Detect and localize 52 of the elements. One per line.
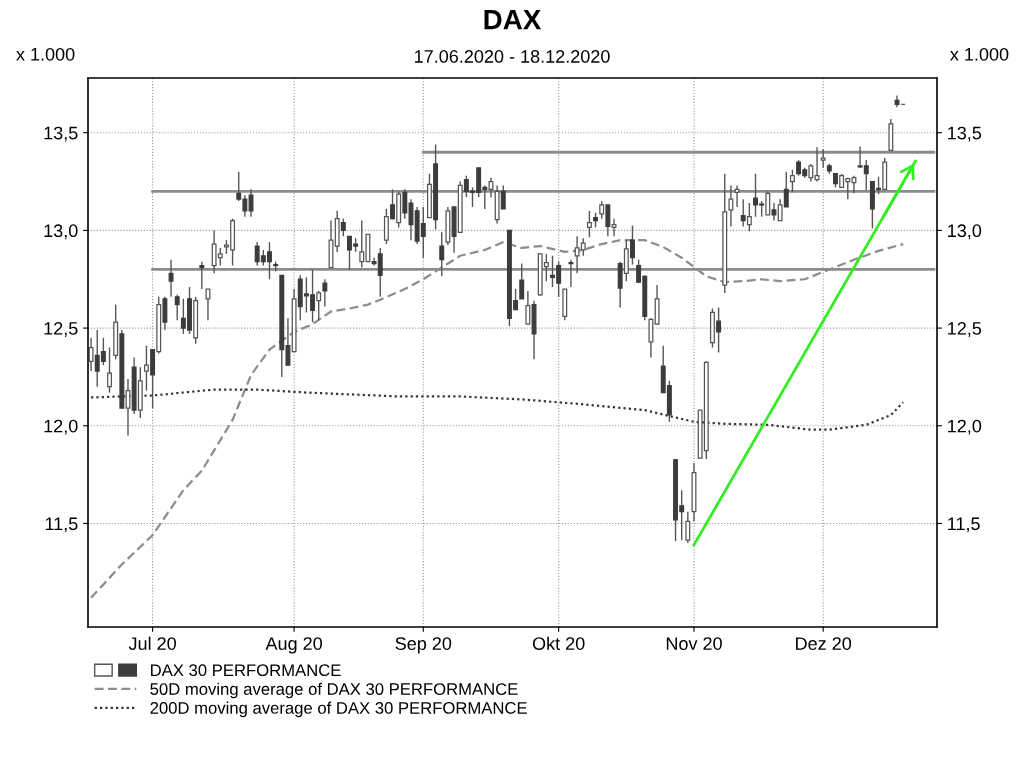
candlestick (525, 290, 531, 325)
candlestick (316, 290, 322, 321)
y2-tick-label: 13,0 (948, 224, 982, 240)
candlestick (199, 260, 205, 290)
legend-label: 200D moving average of DAX 30 PERFORMANCE (150, 701, 527, 718)
candlestick (777, 198, 783, 222)
candlestick (746, 202, 752, 233)
y-tick-label: 13,5 (44, 126, 78, 142)
x-tick-label: Dez 20 (796, 637, 852, 650)
candlestick (174, 294, 180, 321)
candlestick (685, 511, 691, 544)
candlestick (439, 231, 445, 277)
candlestick (125, 378, 131, 437)
candlestick (789, 169, 795, 193)
candlestick (728, 184, 734, 228)
legend-label: 50D moving average of DAX 30 PERFORMANCE (150, 682, 518, 699)
chart-title: DAX (484, 10, 542, 30)
x-tick-label: Aug 20 (265, 637, 323, 654)
legend-label: DAX 30 PERFORMANCE (151, 664, 341, 677)
x-tick-label: Sep 20 (395, 637, 452, 654)
y2-tick-label: 11,5 (948, 517, 980, 533)
candlestick (820, 148, 826, 169)
candlestick (205, 288, 211, 321)
y2-tick-label: 12,5 (948, 322, 982, 337)
candlestick (568, 259, 574, 288)
candlestick (248, 188, 254, 218)
candlestick (814, 146, 820, 183)
y-tick-label: 13,0 (44, 224, 78, 240)
x-tick-label: Nov 20 (666, 637, 722, 650)
candlestick (488, 176, 494, 198)
candlestick (88, 337, 94, 372)
y-axis-title: x 1.000 (16, 47, 75, 61)
y2-tick-label: 13,5 (948, 126, 982, 142)
y2-tick-label: 12,0 (948, 419, 982, 435)
y-tick-label: 12,0 (44, 419, 78, 435)
candlestick (322, 278, 328, 308)
x-tick-label: Jul 20 (128, 636, 176, 650)
y2-axis-title: x 1.000 (950, 47, 1009, 61)
x-tick-label: Okt 20 (532, 636, 585, 650)
candlestick (383, 208, 389, 245)
candlestick (143, 344, 149, 392)
candlestick (107, 346, 113, 394)
candlestick (611, 217, 617, 237)
candlestick (519, 262, 525, 300)
candlestick (586, 210, 592, 238)
candlestick (648, 317, 654, 359)
candlestick (168, 259, 174, 298)
y-tick-label: 11,5 (45, 517, 78, 533)
chart-subtitle: 17.06.2020 - 18.12.2020 (415, 50, 610, 63)
candlestick (734, 184, 740, 208)
candlestick (765, 190, 771, 216)
y-tick-label: 12,5 (44, 322, 78, 337)
